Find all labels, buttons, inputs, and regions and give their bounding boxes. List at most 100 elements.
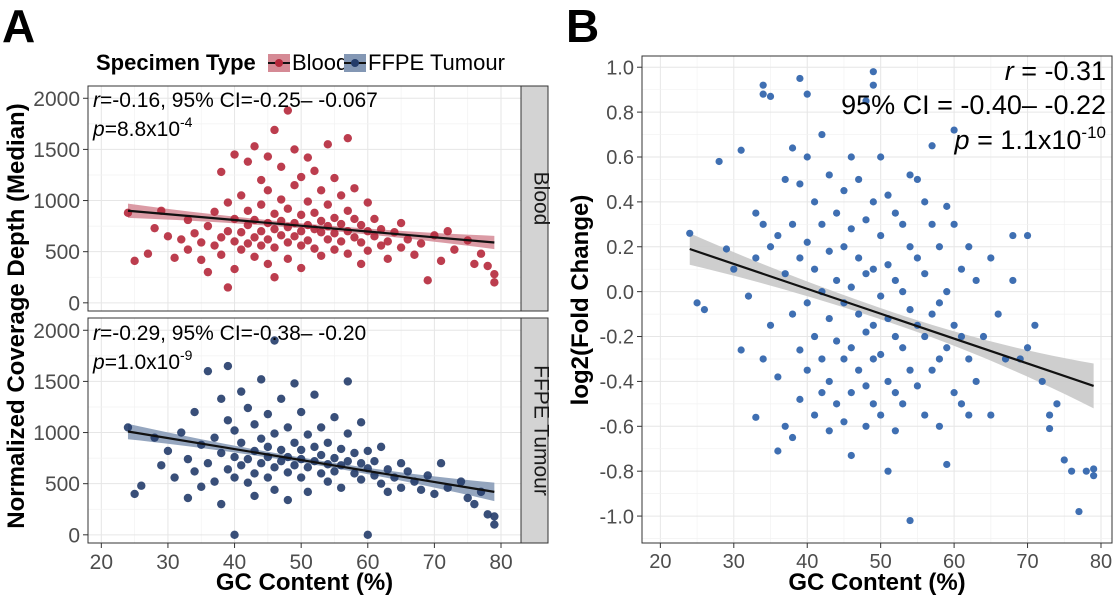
facet-ffpe-points [123, 336, 499, 540]
panel-b-ci-ribbon [689, 233, 1094, 409]
facet-ffpe-point [330, 413, 339, 422]
facet-blood-point [343, 206, 352, 215]
facet-blood-point [203, 267, 213, 277]
legend-key-blood [268, 54, 290, 72]
facet-ffpe-point [350, 448, 359, 458]
panel-b-annotation-p: p = 1.1x10-10 [954, 123, 1106, 155]
facet-ffpe-point [363, 446, 372, 456]
panel-b-point [840, 418, 848, 426]
panel-b-point [737, 346, 745, 354]
facet-ffpe-point [223, 361, 233, 371]
panel-b-point [759, 90, 767, 98]
panel-b-point [884, 261, 892, 269]
facet-ffpe-point [223, 465, 233, 474]
facet-blood-point [436, 256, 446, 266]
facet-ffpe-point [316, 450, 326, 460]
facet-ffpe-point [376, 479, 386, 488]
facet-ffpe-point [250, 469, 259, 478]
panel-b-point [730, 265, 738, 273]
facet-ffpe-point [383, 487, 392, 497]
facet-blood-point [263, 152, 273, 161]
panel-b-point [950, 321, 958, 329]
facet-ffpe-point [430, 489, 439, 499]
panel-b-point [796, 74, 804, 83]
panel-b-point [928, 142, 936, 150]
facet-blood-point [330, 229, 339, 238]
facet-blood-point [316, 216, 326, 226]
facet-ffpe-point [197, 482, 206, 491]
facet-blood-point [257, 227, 266, 236]
facet-blood-point [323, 235, 333, 244]
panel-b-point [943, 344, 951, 352]
panel-b-x-tick-label: 60 [943, 551, 965, 573]
facet-blood-point [363, 198, 372, 207]
facet-ffpe-x-tick-label: 60 [356, 551, 379, 574]
facet-ffpe-x-tick-label: 20 [90, 551, 113, 574]
facet-ffpe-point [276, 445, 286, 455]
panel-b-x-tick-label: 70 [1016, 551, 1038, 573]
facet-blood-point [197, 255, 206, 265]
facet-blood-point [336, 219, 346, 229]
facet-ffpe-x-tick-label: 50 [289, 551, 312, 574]
facet-ffpe-x-tick-label: 70 [423, 551, 446, 574]
facet-ffpe-point [237, 387, 246, 396]
facet-ffpe-point [283, 423, 293, 432]
panel-b-point [891, 276, 899, 285]
panel-b-point [737, 146, 745, 154]
panel-b-point [965, 355, 973, 363]
panel-b-point [950, 126, 958, 134]
facet-blood-point [343, 227, 352, 236]
panel-b-r-symbol: r [1005, 56, 1015, 86]
facet-ffpe-p-exp: -9 [180, 347, 193, 363]
panel-b-point [921, 270, 929, 278]
panel-b-point [869, 400, 877, 408]
facet-blood-point [490, 269, 499, 279]
panel-b-point [855, 310, 863, 318]
panel-b-point [818, 220, 826, 228]
facet-ffpe-point [276, 394, 286, 403]
panel-b-point [810, 265, 819, 273]
panel-b-point [862, 422, 870, 430]
panel-b-point [796, 180, 804, 188]
panel-b-point [781, 175, 789, 184]
panel-b-point [877, 350, 885, 359]
facet-ffpe-point [183, 493, 193, 503]
facet-ffpe-point [370, 456, 379, 466]
facet-ffpe-point [443, 483, 452, 492]
facet-ffpe-point [270, 336, 279, 345]
panel-b-y-tick-label: 0.8 [606, 102, 634, 124]
panel-b-point [796, 254, 804, 262]
panel-b-y-tick-label: -0.8 [600, 461, 634, 483]
panel-b-point [847, 344, 855, 352]
panel-b-point [957, 265, 966, 273]
facet-ffpe-point [123, 423, 133, 432]
facet-ffpe-point [356, 459, 366, 468]
facet-blood-point [250, 233, 259, 242]
panel-b-point [825, 314, 833, 323]
facet-blood-fit-line [127, 209, 495, 244]
facet-ffpe-point [343, 429, 352, 438]
facet-ffpe-point [243, 478, 253, 487]
panel-b-p-exp: -10 [1081, 123, 1106, 142]
panel-b-point [847, 283, 855, 291]
panel-b-point [840, 355, 848, 363]
panel-b-point [1009, 231, 1017, 240]
facet-blood-point [316, 186, 326, 195]
facet-ffpe-point [303, 487, 313, 497]
panel-b-y-tick-label: -0.6 [600, 416, 634, 438]
panel-b-point [899, 288, 907, 296]
facet-blood-point [296, 227, 306, 236]
panel-b-point [803, 299, 811, 307]
facet-ffpe-point [210, 433, 219, 442]
facet-ffpe-point [396, 483, 406, 492]
panel-b-point [847, 451, 855, 460]
facet-blood-point [250, 252, 259, 261]
panel-b-point [788, 144, 797, 152]
panel-b-point [1068, 467, 1076, 475]
facet-ffpe-annotation-p: p=1.0x10-9 [92, 347, 193, 374]
panel-b-point [899, 344, 907, 352]
panel-b-x-axis: 20 30 40 50 60 70 80 [649, 543, 1112, 573]
panel-b-point [906, 366, 914, 374]
facet-blood-point [403, 235, 412, 244]
facet-blood-point [383, 254, 392, 264]
